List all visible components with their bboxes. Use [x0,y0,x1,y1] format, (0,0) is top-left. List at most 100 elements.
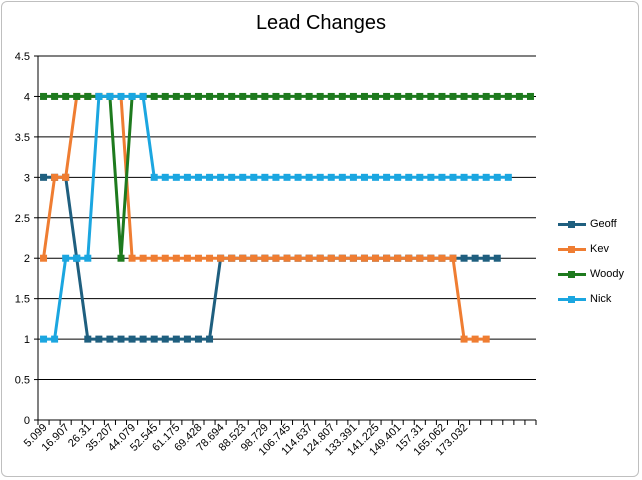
y-tick-label: 2.5 [15,213,30,225]
data-point-kev [272,254,280,262]
data-point-woody [471,92,479,100]
data-point-nick [117,92,125,100]
y-tick-label: 0.5 [15,375,30,387]
data-point-geoff [139,335,147,343]
legend-marker-swatch [568,246,575,253]
data-point-woody [51,92,59,100]
data-point-woody [316,92,324,100]
data-point-kev [150,254,158,262]
data-point-nick [493,173,501,181]
data-point-nick [449,173,457,181]
data-point-woody [84,92,92,100]
data-point-kev [62,173,70,181]
data-point-woody [305,92,313,100]
y-tick-label: 3.5 [15,132,30,144]
data-point-geoff [172,335,180,343]
data-point-kev [206,254,214,262]
legend-label: Woody [590,268,625,280]
data-point-woody [416,92,424,100]
data-point-kev [438,254,446,262]
data-point-kev [239,254,247,262]
data-point-nick [504,173,512,181]
data-point-nick [217,173,225,181]
data-point-kev [349,254,357,262]
data-point-woody [73,92,81,100]
data-point-geoff [150,335,158,343]
data-point-woody [250,92,258,100]
data-point-nick [338,173,346,181]
y-tick-label: 1.5 [15,294,30,306]
data-point-kev [172,254,180,262]
data-point-nick [206,173,214,181]
data-point-woody [449,92,457,100]
y-tick-label: 0 [24,415,30,427]
data-point-kev [51,173,59,181]
data-point-geoff [40,173,48,181]
data-point-nick [305,173,313,181]
data-point-nick [294,173,302,181]
data-point-woody [360,92,368,100]
legend-label: Nick [590,293,612,305]
data-point-woody [172,92,180,100]
data-point-woody [526,92,534,100]
data-point-geoff [128,335,136,343]
data-point-kev [416,254,424,262]
data-point-nick [460,173,468,181]
data-point-woody [504,92,512,100]
data-point-geoff [106,335,114,343]
data-point-woody [460,92,468,100]
data-point-kev [194,254,202,262]
data-point-kev [250,254,258,262]
data-point-nick [250,173,258,181]
data-point-kev [460,335,468,343]
data-point-woody [438,92,446,100]
data-point-kev [128,254,136,262]
data-point-nick [183,173,191,181]
data-point-geoff [117,335,125,343]
data-point-nick [150,173,158,181]
y-tick-label: 2 [24,253,30,265]
data-point-woody [427,92,435,100]
data-point-woody [327,92,335,100]
y-tick-label: 1 [24,334,30,346]
legend-marker-swatch [568,271,575,278]
data-point-kev [261,254,269,262]
data-point-geoff [183,335,191,343]
data-point-geoff [482,254,490,262]
data-point-kev [327,254,335,262]
chart-title: Lead Changes [255,12,387,34]
data-point-woody [40,92,48,100]
data-point-kev [161,254,169,262]
data-point-woody [194,92,202,100]
data-point-kev [305,254,313,262]
data-point-woody [62,92,70,100]
data-point-kev [283,254,291,262]
data-point-woody [217,92,225,100]
data-point-nick [172,173,180,181]
data-point-kev [449,254,457,262]
data-point-woody [161,92,169,100]
data-point-woody [394,92,402,100]
data-point-woody [405,92,413,100]
data-point-woody [515,92,523,100]
data-point-geoff [84,335,92,343]
data-point-kev [360,254,368,262]
data-point-kev [338,254,346,262]
data-point-geoff [460,254,468,262]
data-point-nick [405,173,413,181]
legend-marker-swatch [568,221,575,228]
data-point-woody [493,92,501,100]
data-point-nick [73,254,81,262]
data-point-nick [471,173,479,181]
data-point-woody [206,92,214,100]
data-point-nick [239,173,247,181]
data-point-kev [217,254,225,262]
data-point-woody [239,92,247,100]
data-point-nick [261,173,269,181]
y-tick-label: 4 [24,91,30,103]
data-point-nick [161,173,169,181]
data-point-nick [316,173,324,181]
data-point-woody [294,92,302,100]
